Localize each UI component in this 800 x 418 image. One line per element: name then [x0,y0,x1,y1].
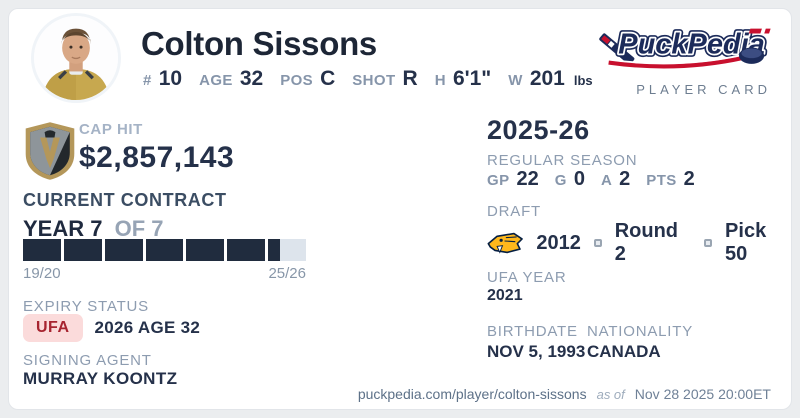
separator-icon [593,239,602,247]
current-contract-heading: CURRENT CONTRACT [23,190,227,210]
draft-label: DRAFT [487,203,541,220]
data-timestamp: Nov 28 2025 20:00ET [634,386,771,402]
contract-year-segment [104,239,143,261]
signing-agent-label: SIGNING AGENT [23,352,152,369]
stat-assists: A 2 [600,168,631,190]
birthdate-label: BIRTHDATE [487,323,578,340]
player-card: Colton Sissons # 10 AGE 32 POS C SHOT R … [8,8,792,410]
cap-hit: CAP HIT $2,857,143 [79,121,234,175]
contract-year: YEAR 7 [23,216,103,241]
separator-icon [704,239,713,247]
puckpedia-brand: PuckPedia PuckPedia PuckPedia PLAYER CAR… [585,19,775,97]
as-of-label: as of [596,387,625,402]
contract-year-segment [227,239,266,261]
nationality-label: NATIONALITY [587,323,694,340]
player-photo [31,13,121,103]
nationality-value: CANADA [587,342,661,361]
contract-year-line: YEAR 7 OF 7 [23,216,164,242]
ufa-year-label: UFA YEAR [487,269,567,286]
cap-hit-label: CAP HIT [79,121,143,138]
birthdate-value: NOV 5, 1993 [487,342,586,361]
player-vitals: # 10 AGE 32 POS C SHOT R H 6'1" W 201 lb… [143,67,593,91]
vital-weight: W 201 lbs [508,67,593,90]
stat-games-played: GP 22 [487,168,539,190]
contract-year-segment [145,239,184,261]
contract-year-segment [186,239,225,261]
golden-knights-logo [25,122,75,180]
stat-points: PTS 2 [646,168,695,190]
vital-position: POS C [280,67,336,90]
expiry-detail: 2026 AGE 32 [94,318,201,337]
season-heading: 2025-26 [487,115,590,145]
vital-age: AGE 32 [199,67,264,90]
contract-start-season: 19/20 [23,265,61,282]
draft-pick: Pick 50 [725,220,767,265]
contract-bar-labels: 19/20 25/26 [23,265,306,282]
brand-tagline: PLAYER CARD [636,82,771,97]
ufa-status-badge: UFA [23,314,83,342]
contract-year-total: OF 7 [114,216,164,241]
cap-hit-value: $2,857,143 [79,141,235,174]
stat-goals: G 0 [554,168,585,190]
contract-year-segment [63,239,102,261]
player-page-url[interactable]: puckpedia.com/player/colton-sissons [357,386,587,402]
draft-row: 2012 Round 2 Pick 50 [487,220,791,266]
expiry-status-label: EXPIRY STATUS [23,298,149,315]
footer: puckpedia.com/player/colton-sissons as o… [358,386,771,402]
predators-logo [487,232,523,254]
contract-year-segment [23,239,61,261]
player-photo-illustration [34,16,118,100]
contract-progress-bar [23,239,307,261]
signing-agent-value: MURRAY KOONTZ [23,369,178,388]
contract-end-season: 25/26 [268,265,306,282]
draft-year: 2012 [536,231,581,254]
vital-height: H 6'1" [434,67,492,90]
puckpedia-logo: PuckPedia PuckPedia PuckPedia [599,25,771,69]
draft-round: Round 2 [614,220,678,265]
ufa-year-value: 2021 [487,287,523,304]
regular-season-label: REGULAR SEASON [487,152,638,169]
expiry-status-row: UFA 2026 AGE 32 [23,314,200,342]
vital-shot: SHOT R [352,67,418,90]
player-name: Colton Sissons [141,25,377,62]
vital-number: # 10 [143,67,183,90]
regular-season-stats: GP 22 G 0 A 2 PTS 2 [487,168,695,191]
contract-year-segment [268,239,307,261]
